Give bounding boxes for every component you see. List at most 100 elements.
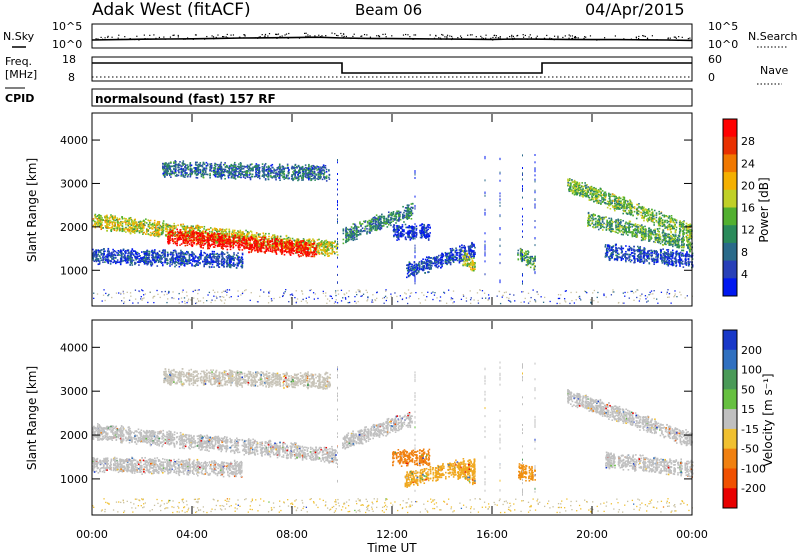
heatmap-cell (226, 258, 229, 260)
heatmap-cell (210, 163, 213, 165)
heatmap-cell (226, 259, 229, 262)
heatmap-cell (126, 223, 129, 226)
heatmap-cell (235, 254, 238, 256)
heatmap-cell (227, 235, 230, 237)
heatmap-cell (216, 256, 218, 258)
heatmap-cell (230, 167, 233, 169)
heatmap-cell (143, 219, 145, 222)
heatmap-cell (279, 235, 282, 238)
heatmap-cell (110, 214, 112, 216)
heatmap-cell (273, 245, 275, 247)
heatmap-cell (320, 241, 322, 243)
heatmap-cell (191, 245, 193, 248)
heatmap-cell (218, 240, 221, 243)
heatmap-cell (193, 260, 196, 263)
heatmap-cell (118, 251, 120, 254)
heatmap-cell (97, 258, 100, 261)
heatmap-cell (246, 237, 248, 240)
heatmap-cell (205, 261, 208, 264)
nsky-sample (553, 39, 555, 41)
heatmap-cell (325, 170, 328, 173)
heatmap-cell (193, 259, 195, 261)
heatmap-cell (275, 238, 278, 241)
heatmap-cell (283, 238, 286, 240)
heatmap-cell (126, 228, 129, 231)
heatmap-cell (207, 244, 209, 247)
heatmap-cell (319, 166, 321, 168)
heatmap-cell (297, 243, 299, 245)
heatmap-cell (220, 172, 223, 174)
heatmap-cell (317, 250, 320, 253)
heatmap-cell (129, 223, 131, 226)
heatmap-cell (205, 241, 208, 244)
heatmap-cell (187, 238, 189, 241)
heatmap-cell (281, 174, 283, 177)
heatmap-cell (298, 241, 301, 243)
heatmap-cell (297, 239, 300, 241)
heatmap-cell (114, 219, 117, 222)
heatmap-cell (129, 227, 132, 230)
heatmap-cell (162, 229, 165, 232)
heatmap-cell (149, 219, 152, 222)
heatmap-cell (234, 232, 237, 234)
heatmap-cell (220, 170, 223, 172)
heatmap-cell (243, 237, 245, 240)
heatmap-cell (172, 249, 175, 252)
heatmap-cell (111, 225, 114, 228)
heatmap-cell (291, 237, 294, 240)
heatmap-cell (275, 252, 278, 254)
heatmap-cell (280, 253, 283, 255)
heatmap-cell (179, 161, 181, 163)
heatmap-cell (199, 162, 202, 164)
heatmap-cell (221, 228, 223, 231)
heatmap-cell (333, 246, 336, 248)
heatmap-cell (100, 218, 102, 221)
nsky-sample (511, 38, 513, 40)
heatmap-cell (141, 256, 144, 259)
heatmap-cell (177, 169, 179, 172)
heatmap-cell (161, 261, 164, 264)
nsky-sample (536, 35, 538, 37)
heatmap-cell (111, 255, 113, 258)
heatmap-cell (169, 235, 172, 237)
freq-strip-frame (91, 56, 693, 82)
nsky-sample (485, 37, 487, 39)
heatmap-cell (241, 239, 243, 242)
nsky-sample (298, 37, 301, 39)
heatmap-cell (269, 250, 272, 252)
heatmap-cell (189, 162, 192, 164)
heatmap-cell (304, 242, 306, 245)
nsky-sample (384, 33, 387, 35)
nsky-sample (451, 37, 454, 39)
heatmap-cell (92, 256, 94, 259)
nsky-sample (177, 34, 179, 37)
heatmap-cell (211, 256, 214, 258)
nsky-sample (571, 35, 574, 37)
heatmap-cell (135, 257, 137, 260)
heatmap-cell (232, 239, 235, 242)
heatmap-cell (279, 241, 281, 244)
heatmap-cell (220, 247, 223, 249)
heatmap-cell (270, 170, 272, 173)
heatmap-cell (206, 239, 209, 242)
heatmap-cell (111, 258, 113, 260)
heatmap-cell (147, 258, 149, 260)
heatmap-cell (236, 262, 239, 265)
freq-unit-label: [MHz] (5, 68, 37, 81)
heatmap-cell (125, 262, 128, 264)
heatmap-cell (117, 221, 119, 223)
heatmap-cell (292, 248, 294, 251)
heatmap-cell (214, 173, 216, 175)
heatmap-cell (164, 169, 167, 171)
heatmap-cell (158, 221, 161, 223)
heatmap-cell (97, 224, 99, 227)
nsky-sample (402, 34, 405, 36)
heatmap-cell (145, 255, 147, 257)
nsky-sample (568, 37, 570, 39)
heatmap-cell (206, 261, 209, 264)
heatmap-cell (103, 252, 105, 255)
heatmap-cell (130, 224, 133, 227)
heatmap-cell (221, 234, 224, 237)
heatmap-cell (220, 176, 223, 179)
heatmap-cell (208, 262, 211, 265)
